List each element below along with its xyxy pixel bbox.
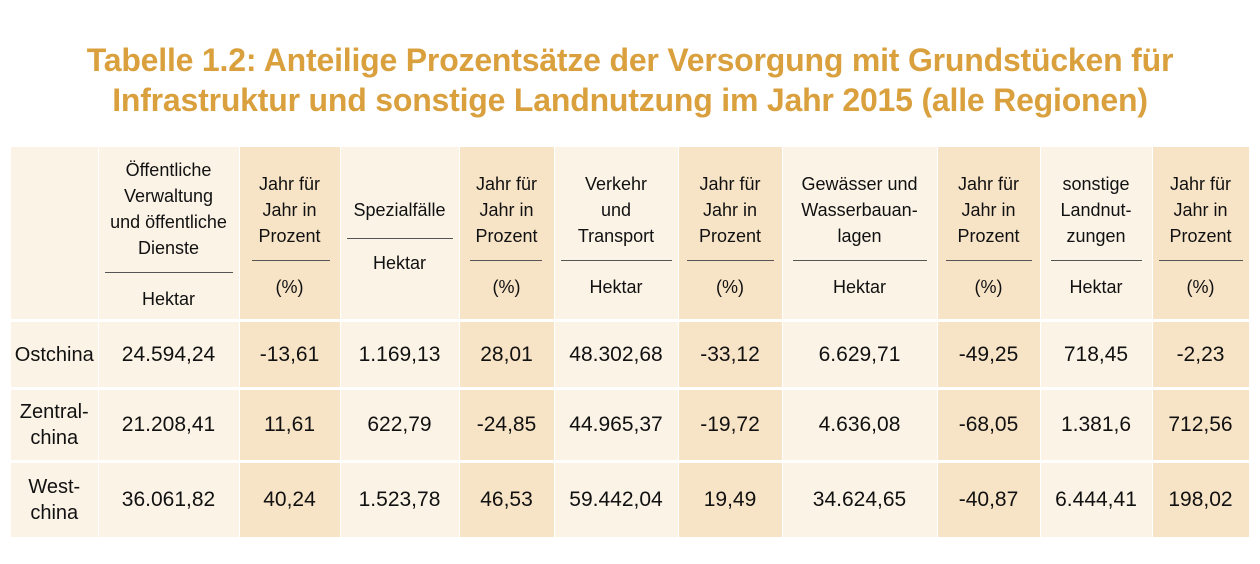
column-unit-label: (%) — [1186, 277, 1215, 297]
table-cell: 44.965,37 — [554, 388, 679, 463]
table-cell: 36.061,82 — [98, 461, 240, 540]
column-header: Jahr für Jahr in Prozent (%) — [1152, 147, 1250, 322]
column-header-content: Jahr für Jahr in Prozent (%) — [240, 147, 340, 319]
column-header-label: Verkehr und Transport — [577, 174, 655, 246]
table-row: Ostchina 24.594,24 -13,61 1.169,13 28,01 48.… — [11, 320, 1250, 390]
column-header: Jahr für Jahr in Prozent (%) — [459, 147, 555, 322]
table-cell: 6.629,71 — [782, 320, 938, 390]
row-label: Ostchina — [11, 320, 99, 390]
header-divider — [686, 260, 774, 261]
column-header-label: Jahr für Jahr in Prozent — [1169, 174, 1232, 246]
column-unit-label: Hektar — [832, 277, 886, 297]
column-unit-label: Hektar — [141, 289, 195, 309]
table-cell: -33,12 — [678, 320, 783, 390]
header-divider — [1158, 260, 1243, 261]
column-header-label: Gewässer und Wasserbauan- lagen — [801, 174, 918, 246]
table-cell: 28,01 — [459, 320, 555, 390]
table-cell: 622,79 — [340, 388, 460, 463]
table-cell: 1.381,6 — [1040, 388, 1153, 463]
corner-cell — [11, 147, 99, 322]
column-header-content: Jahr für Jahr in Prozent (%) — [938, 147, 1040, 319]
column-unit-label: (%) — [974, 277, 1003, 297]
column-unit-label: (%) — [492, 277, 521, 297]
header-divider — [560, 260, 672, 261]
row-label: West- china — [11, 461, 99, 540]
column-header-content: Öffentliche Verwaltung und öffentliche D… — [99, 147, 239, 319]
table-cell: 198,02 — [1152, 461, 1250, 540]
table-cell: 59.442,04 — [554, 461, 679, 540]
column-header: Jahr für Jahr in Prozent (%) — [239, 147, 341, 322]
header-divider — [251, 260, 330, 261]
column-header-content: Gewässer und Wasserbauan- lagen Hektar — [783, 147, 937, 319]
column-unit-label: (%) — [716, 277, 744, 297]
column-header-content: Verkehr und Transport Hektar — [555, 147, 678, 319]
header-divider — [469, 260, 542, 261]
table-cell: 24.594,24 — [98, 320, 240, 390]
header-divider — [104, 272, 233, 273]
column-unit-label: Hektar — [1069, 277, 1123, 297]
title-line-1: Tabelle 1.2: Anteilige Prozentsätze der … — [86, 42, 1174, 78]
column-header-label: Jahr für Jahr in Prozent — [698, 174, 762, 246]
column-unit-label: Hektar — [372, 253, 426, 273]
table-row: Zentral- china 21.208,41 11,61 622,79 -24,8… — [11, 388, 1250, 463]
table-cell: -40,87 — [937, 461, 1041, 540]
table-cell: 34.624,65 — [782, 461, 938, 540]
table-cell: -2,23 — [1152, 320, 1250, 390]
data-table: Öffentliche Verwaltung und öffentliche D… — [11, 147, 1250, 540]
table-cell: 712,56 — [1152, 388, 1250, 463]
header-divider — [1050, 260, 1142, 261]
table-cell: 48.302,68 — [554, 320, 679, 390]
header-divider — [792, 260, 927, 261]
table-cell: -19,72 — [678, 388, 783, 463]
title-line-2: Infrastruktur und sonstige Landnutzung i… — [112, 82, 1148, 118]
column-header-label: Öffentliche Verwaltung und öffentliche D… — [110, 160, 227, 258]
table-cell: 40,24 — [239, 461, 341, 540]
column-header: Verkehr und Transport Hektar — [554, 147, 679, 322]
column-header: Jahr für Jahr in Prozent (%) — [937, 147, 1041, 322]
column-header-label: Spezialfälle — [353, 200, 446, 220]
header-row: Öffentliche Verwaltung und öffentliche D… — [11, 147, 1250, 322]
table-cell: 19,49 — [678, 461, 783, 540]
column-unit-label: (%) — [275, 277, 304, 297]
table-cell: -49,25 — [937, 320, 1041, 390]
table-cell: 4.636,08 — [782, 388, 938, 463]
table-cell: 46,53 — [459, 461, 555, 540]
column-header-label: Jahr für Jahr in Prozent — [475, 174, 538, 246]
table-cell: 1.169,13 — [340, 320, 460, 390]
column-header-label: sonstige Landnut- zungen — [1060, 174, 1132, 246]
column-header: Öffentliche Verwaltung und öffentliche D… — [98, 147, 240, 322]
column-unit-label: Hektar — [589, 277, 643, 297]
table-cell: 718,45 — [1040, 320, 1153, 390]
column-header-content: Jahr für Jahr in Prozent (%) — [1153, 147, 1249, 319]
row-label: Zentral- china — [11, 388, 99, 463]
table-row: West- china 36.061,82 40,24 1.523,78 46,53 5… — [11, 461, 1250, 540]
table-cell: 6.444,41 — [1040, 461, 1153, 540]
column-header-content: Jahr für Jahr in Prozent (%) — [460, 147, 554, 319]
table-cell: 1.523,78 — [340, 461, 460, 540]
table-cell: -24,85 — [459, 388, 555, 463]
column-header: Gewässer und Wasserbauan- lagen Hektar — [782, 147, 938, 322]
column-header-label: Jahr für Jahr in Prozent — [258, 174, 321, 246]
column-header-label: Jahr für Jahr in Prozent — [957, 174, 1020, 246]
table-cell: -13,61 — [239, 320, 341, 390]
header-divider — [945, 260, 1032, 261]
column-header: Spezialfälle Hektar — [340, 147, 460, 322]
column-header-content: Jahr für Jahr in Prozent (%) — [679, 147, 782, 319]
table-cell: 11,61 — [239, 388, 341, 463]
table-cell: -68,05 — [937, 388, 1041, 463]
column-header-content: sonstige Landnut- zungen Hektar — [1041, 147, 1152, 319]
column-header: sonstige Landnut- zungen Hektar — [1040, 147, 1153, 322]
table-cell: 21.208,41 — [98, 388, 240, 463]
header-divider — [346, 238, 453, 239]
column-header: Jahr für Jahr in Prozent (%) — [678, 147, 783, 322]
column-header-content: Spezialfälle Hektar — [341, 147, 459, 319]
page-title: Tabelle 1.2: Anteilige Prozentsätze der … — [0, 40, 1260, 120]
